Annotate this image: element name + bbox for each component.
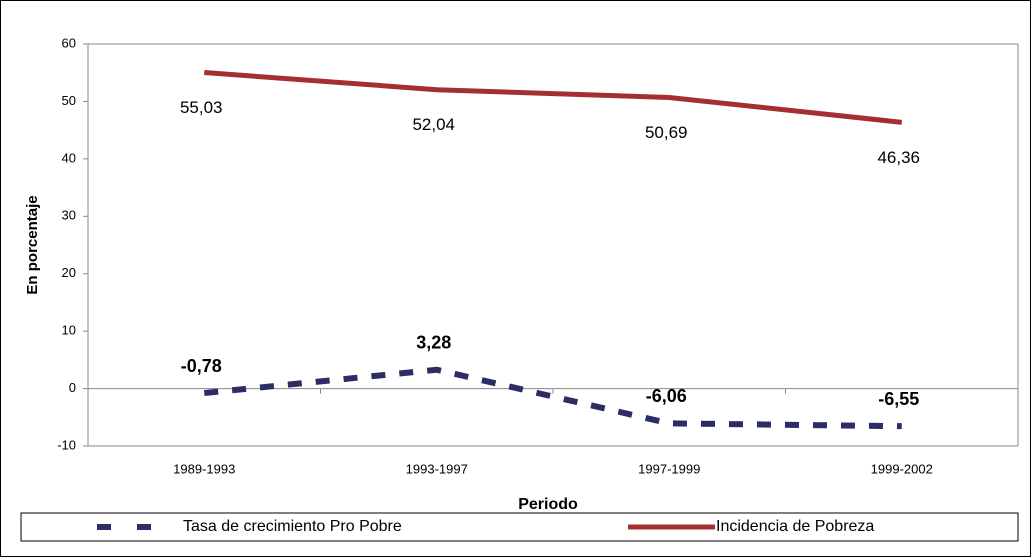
y-tick-label: 60 [62, 35, 76, 50]
data-label: -6,06 [646, 386, 687, 406]
data-label: 46,36 [877, 148, 920, 167]
y-tick-label: 20 [62, 265, 76, 280]
plot-area [87, 43, 1019, 447]
series-line [204, 70, 903, 125]
data-label: 52,04 [412, 115, 455, 134]
y-tick-label: 0 [69, 380, 76, 395]
data-label: 50,69 [645, 123, 688, 142]
y-tick-label: 10 [62, 323, 76, 338]
x-tick-label: 1997-1999 [638, 461, 700, 476]
data-label: -0,78 [181, 356, 222, 376]
data-label: -6,55 [878, 389, 919, 409]
x-tick-label: 1989-1993 [173, 461, 235, 476]
y-tick-label: 40 [62, 150, 76, 165]
data-label: 55,03 [180, 98, 223, 117]
y-tick-label: 30 [62, 208, 76, 223]
y-axis-label: En porcentaje [24, 195, 41, 294]
y-tick-label: -10 [57, 437, 76, 452]
x-tick-label: 1993-1997 [406, 461, 468, 476]
series-line [203, 366, 902, 430]
legend-label: Tasa de crecimiento Pro Pobre [183, 518, 402, 535]
x-tick-label: 1999-2002 [871, 461, 933, 476]
y-tick-label: 50 [62, 93, 76, 108]
data-label: 3,28 [416, 332, 451, 352]
x-axis-label: Periodo [518, 496, 578, 513]
legend-label: Incidencia de Pobreza [716, 518, 874, 535]
legend [20, 512, 1019, 542]
